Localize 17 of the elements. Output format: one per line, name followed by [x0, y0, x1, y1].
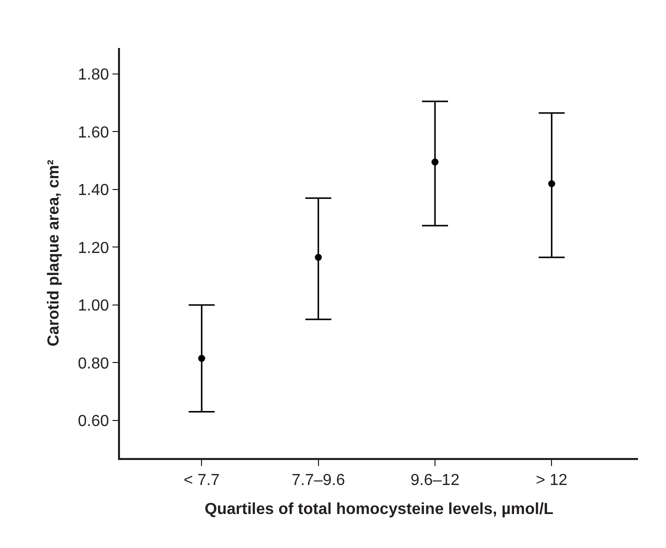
x-tick-label: 9.6–12 — [410, 472, 460, 489]
x-tick-label: 7.7–9.6 — [292, 472, 346, 489]
point — [548, 180, 556, 188]
x-tick-label: < 7.7 — [184, 472, 220, 489]
y-tick-label: 1.00 — [78, 298, 110, 315]
y-tick-label: 1.40 — [78, 182, 110, 200]
x-tick-label: > 12 — [536, 472, 568, 489]
point — [432, 158, 438, 166]
y-tick-label: 0.60 — [78, 413, 110, 430]
y-tick-label: 0.80 — [78, 355, 110, 372]
y-tick-label: 1.20 — [78, 240, 110, 257]
point — [314, 254, 322, 261]
x-axis-title: Quartiles of total homocysteine levels, µmol/L — [204, 501, 554, 518]
y-tick-label: 1.60 — [78, 124, 110, 142]
y-tick-label: 1.80 — [78, 66, 110, 84]
point — [198, 354, 206, 362]
y-axis-title: Carotid plaque area, cm² — [45, 160, 62, 346]
